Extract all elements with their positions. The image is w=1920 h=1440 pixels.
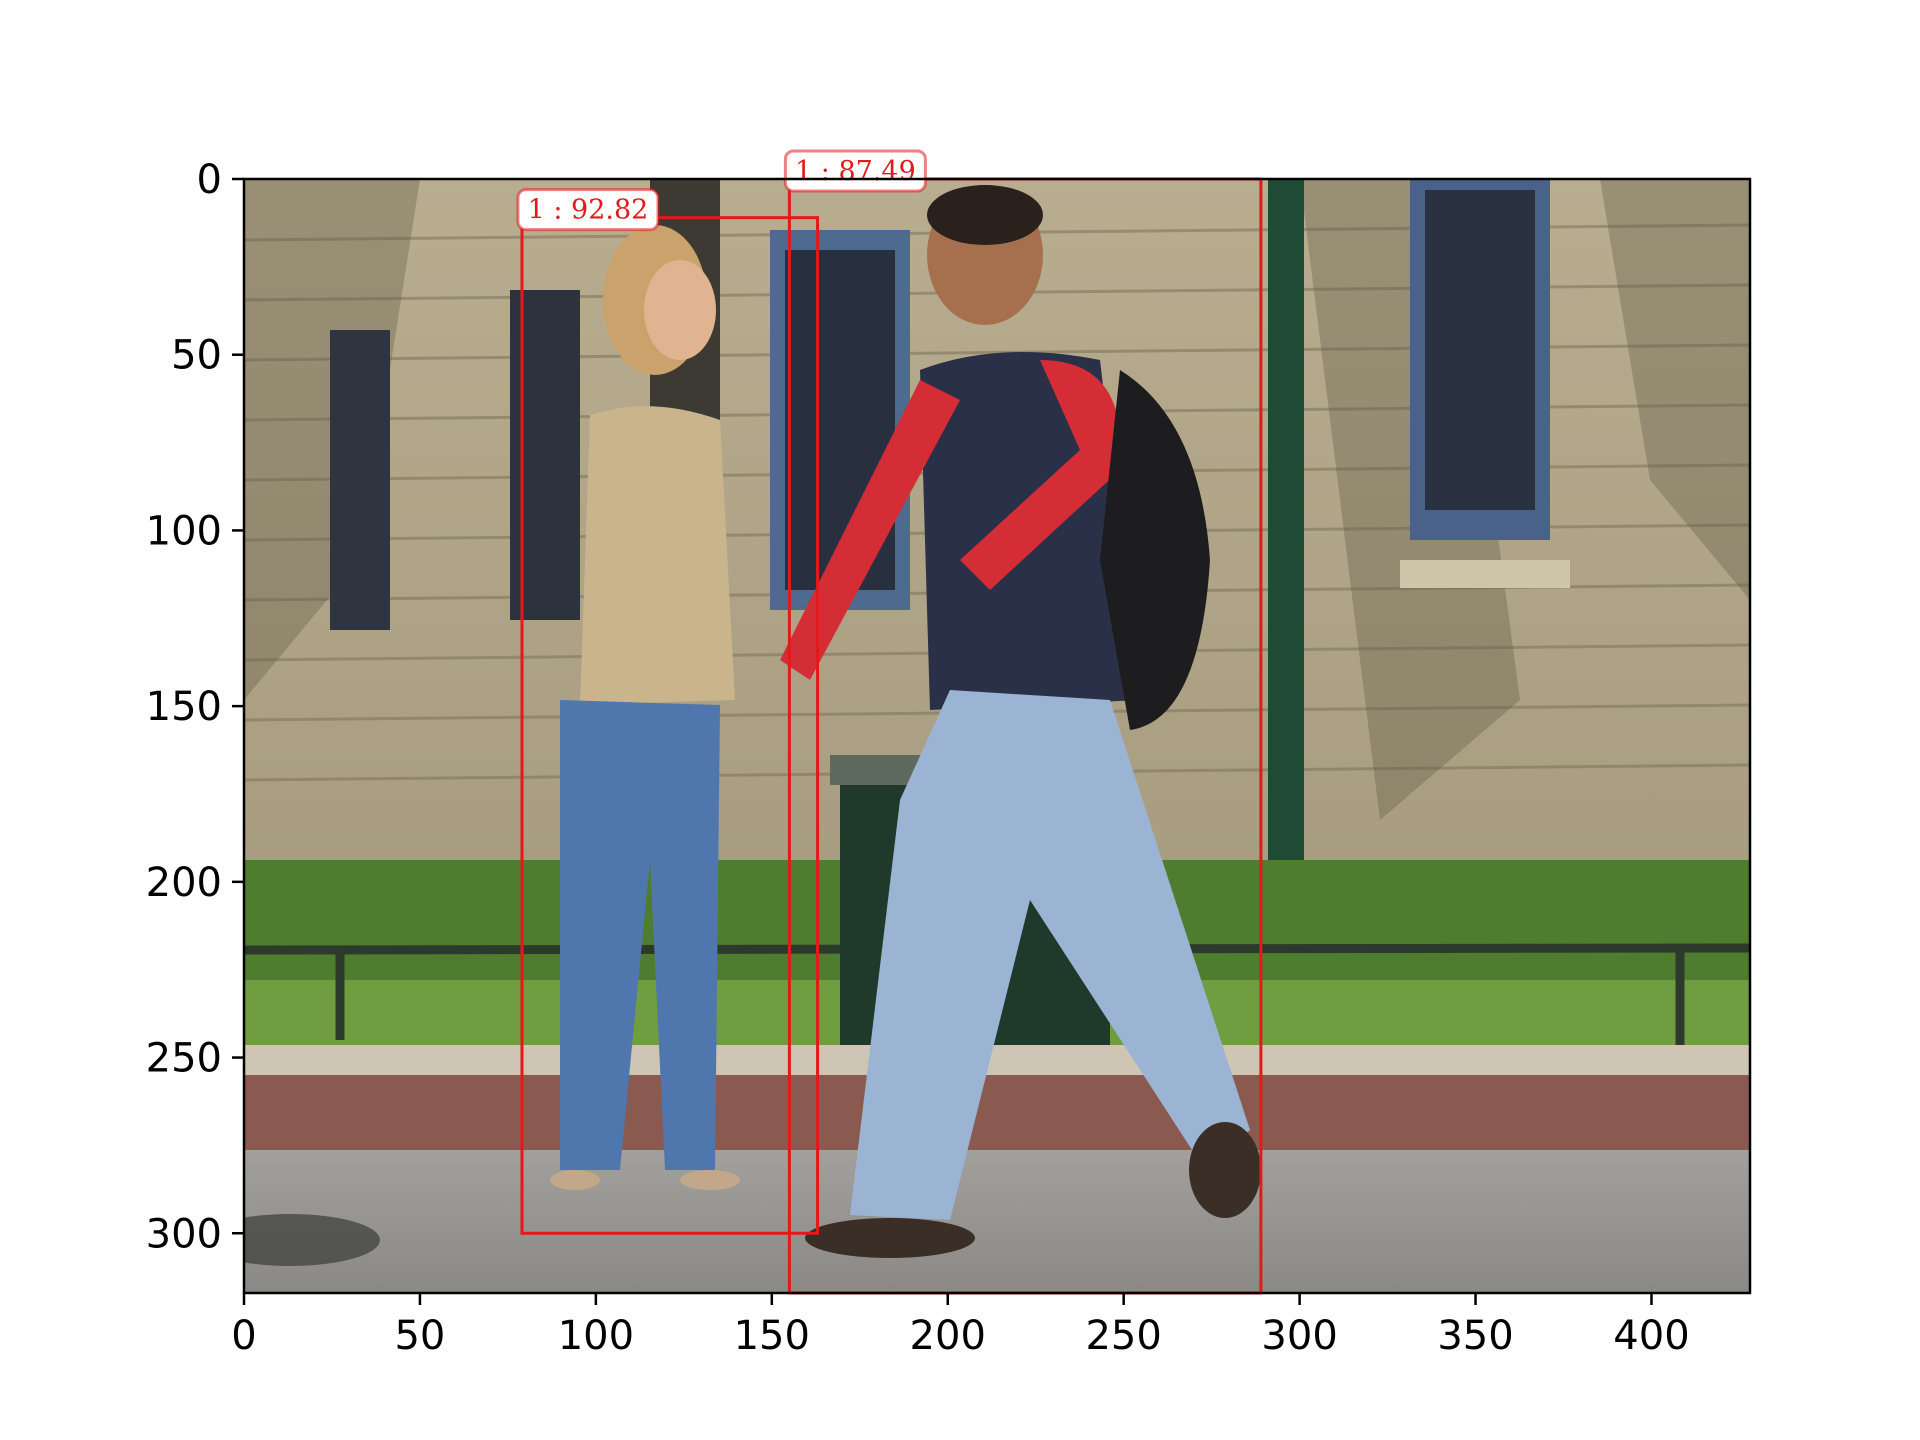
x-tick-label: 150 xyxy=(734,1313,810,1359)
x-tick-label: 250 xyxy=(1085,1313,1161,1359)
axes-frame xyxy=(242,177,1752,1295)
man-figure xyxy=(780,185,1261,1258)
y-tick-label: 200 xyxy=(146,860,222,906)
detection-box xyxy=(520,216,820,1235)
x-tick-label: 100 xyxy=(558,1313,634,1359)
y-tick-label: 150 xyxy=(146,684,222,730)
x-tick-label: 200 xyxy=(910,1313,986,1359)
x-tick-label: 300 xyxy=(1261,1313,1337,1359)
detection-label: 1 : 87.49 xyxy=(795,156,916,187)
y-tick-label: 100 xyxy=(146,508,222,554)
x-axis: 0 50 100 150 200 250 300 350 400 xyxy=(231,1293,1690,1359)
x-tick-label: 0 xyxy=(231,1313,256,1359)
y-axis: 0 50 100 150 200 250 300 xyxy=(146,157,244,1257)
detection-label: 1 : 92.82 xyxy=(528,195,649,226)
y-tick-label: 300 xyxy=(146,1211,222,1257)
y-tick-label: 0 xyxy=(197,157,222,203)
detection-tag-background xyxy=(783,149,927,193)
x-tick-label: 350 xyxy=(1437,1313,1513,1359)
x-tick-label: 400 xyxy=(1613,1313,1689,1359)
woman-figure xyxy=(550,225,740,1190)
street-photo xyxy=(244,179,1750,1293)
detection-tag-background xyxy=(516,188,660,232)
x-tick-label: 50 xyxy=(394,1313,445,1359)
y-tick-label: 250 xyxy=(146,1036,222,1082)
y-tick-label: 50 xyxy=(171,333,222,379)
